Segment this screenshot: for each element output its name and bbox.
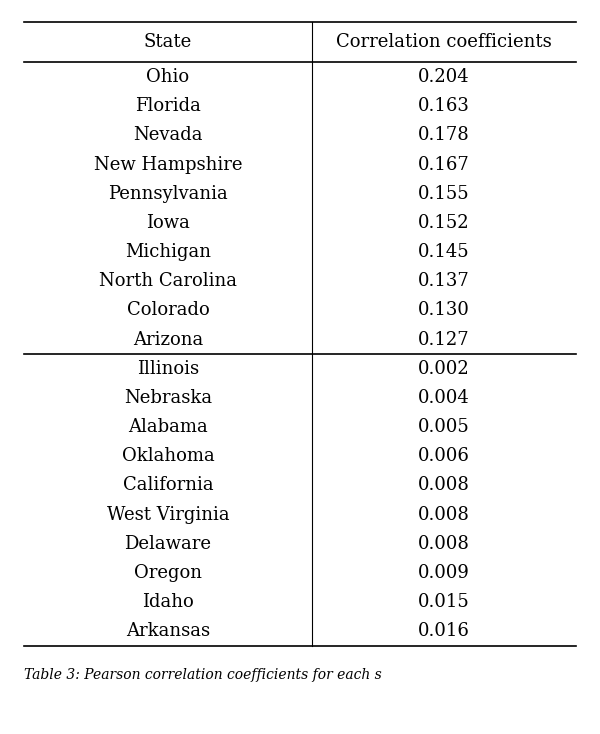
Text: Oklahoma: Oklahoma: [122, 447, 214, 465]
Text: 0.127: 0.127: [418, 330, 470, 349]
Text: Illinois: Illinois: [137, 360, 199, 378]
Text: 0.178: 0.178: [418, 126, 470, 145]
Text: 0.130: 0.130: [418, 302, 470, 319]
Text: 0.008: 0.008: [418, 535, 470, 553]
Text: 0.204: 0.204: [418, 68, 470, 86]
Text: Florida: Florida: [135, 97, 201, 115]
Text: Colorado: Colorado: [127, 302, 209, 319]
Text: Nebraska: Nebraska: [124, 389, 212, 407]
Text: 0.167: 0.167: [418, 156, 470, 173]
Text: 0.152: 0.152: [418, 214, 470, 232]
Text: Ohio: Ohio: [146, 68, 190, 86]
Text: 0.145: 0.145: [418, 243, 470, 261]
Text: 0.006: 0.006: [418, 447, 470, 465]
Text: North Carolina: North Carolina: [99, 272, 237, 290]
Text: Michigan: Michigan: [125, 243, 211, 261]
Text: Nevada: Nevada: [133, 126, 203, 145]
Text: Alabama: Alabama: [128, 418, 208, 436]
Text: 0.015: 0.015: [418, 593, 470, 611]
Text: 0.005: 0.005: [418, 418, 470, 436]
Text: Arizona: Arizona: [133, 330, 203, 349]
Text: Idaho: Idaho: [142, 593, 194, 611]
Text: Correlation coefficients: Correlation coefficients: [336, 33, 552, 51]
Text: 0.002: 0.002: [418, 360, 470, 378]
Text: 0.016: 0.016: [418, 622, 470, 640]
Text: 0.163: 0.163: [418, 97, 470, 115]
Text: 0.008: 0.008: [418, 476, 470, 495]
Text: California: California: [122, 476, 214, 495]
Text: 0.008: 0.008: [418, 506, 470, 523]
Text: State: State: [144, 33, 192, 51]
Text: Iowa: Iowa: [146, 214, 190, 232]
Text: Oregon: Oregon: [134, 564, 202, 582]
Text: Arkansas: Arkansas: [126, 622, 210, 640]
Text: 0.137: 0.137: [418, 272, 470, 290]
Text: New Hampshire: New Hampshire: [94, 156, 242, 173]
Text: 0.004: 0.004: [418, 389, 470, 407]
Text: West Virginia: West Virginia: [107, 506, 229, 523]
Text: 0.009: 0.009: [418, 564, 470, 582]
Text: 0.155: 0.155: [418, 185, 470, 203]
Text: Pennsylvania: Pennsylvania: [108, 185, 228, 203]
Text: Table 3: Pearson correlation coefficients for each s: Table 3: Pearson correlation coefficient…: [24, 668, 382, 682]
Text: Delaware: Delaware: [125, 535, 212, 553]
